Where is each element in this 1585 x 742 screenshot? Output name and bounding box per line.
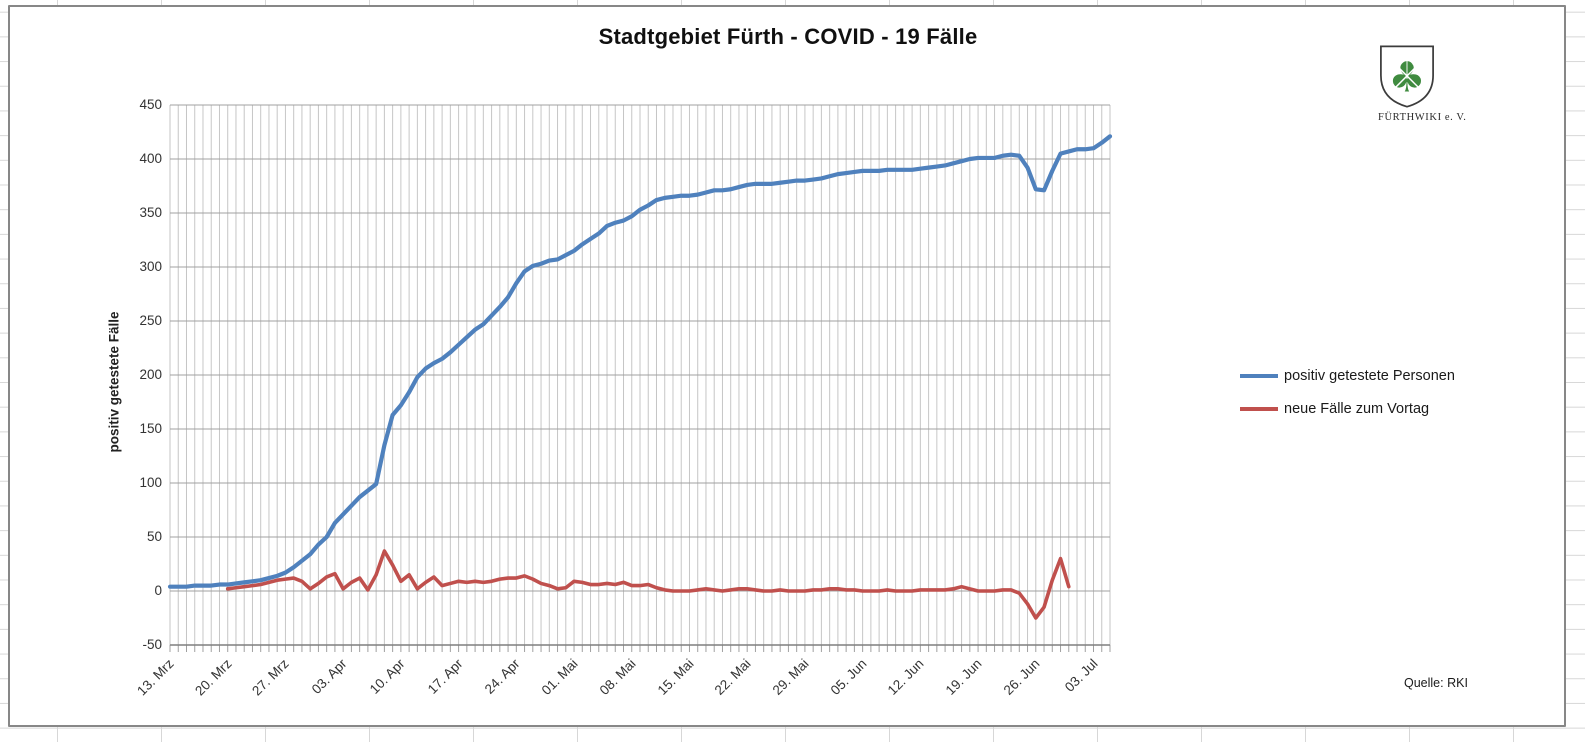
chart-object[interactable]: [8, 5, 1566, 727]
source-note: Quelle: RKI: [1404, 676, 1468, 690]
y-tick-label: 0: [154, 583, 162, 598]
logo-caption: FÜRTHWIKI e. V.: [1378, 112, 1467, 123]
chart-legend[interactable]: positiv getestete Personen neue Fälle zum…: [1240, 366, 1455, 432]
y-tick-label: 400: [139, 151, 162, 166]
legend-line-swatch: [1240, 407, 1278, 411]
clover-shield-icon: ♣: [1380, 45, 1434, 108]
series-line-new-cases[interactable]: [225, 549, 1071, 620]
y-tick-label: 250: [139, 313, 162, 328]
legend-item-neue-faelle-zum-vortag[interactable]: neue Fälle zum Vortag: [1240, 399, 1455, 419]
chart-title[interactable]: Stadtgebiet Fürth - COVID - 19 Fälle: [598, 24, 978, 49]
y-tick-label: 350: [139, 205, 162, 220]
fuerthwiki-logo[interactable]: ♣ FÜRTHWIKI e. V.: [1378, 44, 1467, 123]
legend-line-swatch: [1240, 374, 1278, 378]
series-line-cumulative-cases[interactable]: [167, 134, 1113, 589]
y-tick-label: 200: [139, 367, 162, 382]
legend-label: positiv getestete Personen: [1284, 368, 1455, 384]
y-tick-label: 50: [146, 529, 162, 544]
legend-item-positiv-getestete-personen[interactable]: positiv getestete Personen: [1240, 366, 1455, 386]
y-tick-label: 450: [139, 97, 162, 112]
y-tick-label: 150: [139, 421, 162, 436]
y-tick-label: 300: [139, 259, 162, 274]
y-tick-label: 100: [139, 475, 162, 490]
y-tick-label: -50: [142, 637, 162, 652]
legend-label: neue Fälle zum Vortag: [1284, 401, 1430, 417]
